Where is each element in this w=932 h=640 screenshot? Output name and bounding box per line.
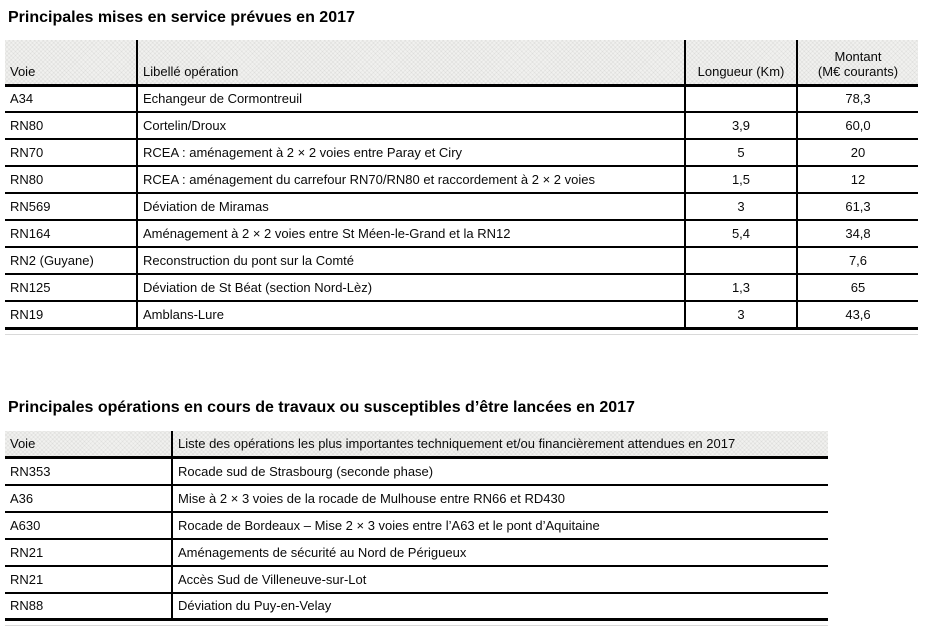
operations-en-cours-table: Voie Liste des opérations les plus impor… — [5, 430, 828, 621]
table-row: RN569 Déviation de Miramas 3 61,3 — [5, 193, 918, 221]
header-montant-line2: (M€ courants) — [817, 63, 899, 79]
table-row: RN88 Déviation du Puy-en-Velay — [5, 592, 828, 620]
table-row: RN2 (Guyane) Reconstruction du pont sur … — [5, 247, 918, 275]
cell-voie: RN88 — [5, 592, 172, 620]
cell-liste: Déviation du Puy-en-Velay — [171, 592, 828, 620]
header-voie: Voie — [5, 430, 172, 459]
cell-voie: RN70 — [5, 139, 137, 167]
header-longueur: Longueur (Km) — [684, 40, 797, 87]
cell-libelle: Déviation de Miramas — [136, 193, 685, 221]
cell-liste: Aménagements de sécurité au Nord de Péri… — [171, 538, 828, 567]
header-montant: Montant (M€ courants) — [796, 40, 918, 87]
section2-title: Principales opérations en cours de trava… — [8, 398, 635, 416]
table-row: RN80 RCEA : aménagement du carrefour RN7… — [5, 166, 918, 194]
cell-longueur: 5,4 — [684, 220, 797, 248]
cell-voie: RN80 — [5, 112, 137, 140]
table-row: RN70 RCEA : aménagement à 2 × 2 voies en… — [5, 139, 918, 167]
cell-voie: A34 — [5, 85, 137, 113]
header-voie: Voie — [5, 40, 137, 87]
header-row: Voie Libellé opération Longueur (Km) Mon… — [5, 40, 918, 87]
cell-montant: 34,8 — [796, 220, 918, 248]
table-row: RN353 Rocade sud de Strasbourg (seconde … — [5, 457, 828, 486]
cell-libelle: Reconstruction du pont sur la Comté — [136, 247, 685, 275]
header-montant-line1: Montant — [834, 48, 882, 64]
cell-longueur — [684, 247, 797, 275]
mises-en-service-table: Voie Libellé opération Longueur (Km) Mon… — [5, 40, 918, 330]
cell-montant: 7,6 — [796, 247, 918, 275]
cell-voie: RN353 — [5, 457, 172, 486]
mises-en-service-table-wrap: Voie Libellé opération Longueur (Km) Mon… — [5, 40, 918, 335]
cell-voie: RN125 — [5, 274, 137, 302]
header-libelle: Libellé opération — [136, 40, 685, 87]
cell-libelle: Echangeur de Cormontreuil — [136, 85, 685, 113]
table-row: RN164 Aménagement à 2 × 2 voies entre St… — [5, 220, 918, 248]
cell-liste: Rocade sud de Strasbourg (seconde phase) — [171, 457, 828, 486]
cell-longueur: 5 — [684, 139, 797, 167]
cell-voie: A630 — [5, 511, 172, 540]
cell-montant: 60,0 — [796, 112, 918, 140]
cell-montant: 43,6 — [796, 301, 918, 328]
table-row: RN19 Amblans-Lure 3 43,6 — [5, 301, 918, 328]
cell-voie: RN569 — [5, 193, 137, 221]
cell-montant: 78,3 — [796, 85, 918, 113]
table-row: RN80 Cortelin/Droux 3,9 60,0 — [5, 112, 918, 140]
header-liste: Liste des opérations les plus importante… — [171, 430, 828, 459]
operations-en-cours-table-wrap: Voie Liste des opérations les plus impor… — [5, 430, 828, 627]
cell-libelle: RCEA : aménagement à 2 × 2 voies entre P… — [136, 139, 685, 167]
table-row: RN125 Déviation de St Béat (section Nord… — [5, 274, 918, 302]
header-row: Voie Liste des opérations les plus impor… — [5, 430, 828, 459]
table-row: A34 Echangeur de Cormontreuil 78,3 — [5, 85, 918, 113]
cell-longueur: 3 — [684, 193, 797, 221]
cell-libelle: Déviation de St Béat (section Nord-Lèz) — [136, 274, 685, 302]
cell-liste: Accès Sud de Villeneuve-sur-Lot — [171, 565, 828, 594]
cell-montant: 65 — [796, 274, 918, 302]
cell-voie: RN2 (Guyane) — [5, 247, 137, 275]
cell-montant: 12 — [796, 166, 918, 194]
cell-libelle: Aménagement à 2 × 2 voies entre St Méen-… — [136, 220, 685, 248]
cell-montant: 61,3 — [796, 193, 918, 221]
cell-voie: RN21 — [5, 565, 172, 594]
table-row: RN21 Accès Sud de Villeneuve-sur-Lot — [5, 565, 828, 594]
cell-voie: RN164 — [5, 220, 137, 248]
cell-voie: RN19 — [5, 301, 137, 328]
cell-liste: Mise à 2 × 3 voies de la rocade de Mulho… — [171, 484, 828, 513]
cell-libelle: Cortelin/Droux — [136, 112, 685, 140]
cell-liste: Rocade de Bordeaux – Mise 2 × 3 voies en… — [171, 511, 828, 540]
cell-longueur: 1,3 — [684, 274, 797, 302]
cell-libelle: RCEA : aménagement du carrefour RN70/RN8… — [136, 166, 685, 194]
cell-montant: 20 — [796, 139, 918, 167]
table-row: A36 Mise à 2 × 3 voies de la rocade de M… — [5, 484, 828, 513]
cell-longueur: 3 — [684, 301, 797, 328]
table-row: A630 Rocade de Bordeaux – Mise 2 × 3 voi… — [5, 511, 828, 540]
cell-libelle: Amblans-Lure — [136, 301, 685, 328]
cell-voie: RN80 — [5, 166, 137, 194]
cell-longueur: 3,9 — [684, 112, 797, 140]
section1-title: Principales mises en service prévues en … — [8, 9, 355, 26]
cell-longueur: 1,5 — [684, 166, 797, 194]
cell-longueur — [684, 85, 797, 113]
cell-voie: A36 — [5, 484, 172, 513]
document-page: Principales mises en service prévues en … — [0, 0, 932, 626]
table-row: RN21 Aménagements de sécurité au Nord de… — [5, 538, 828, 567]
cell-voie: RN21 — [5, 538, 172, 567]
